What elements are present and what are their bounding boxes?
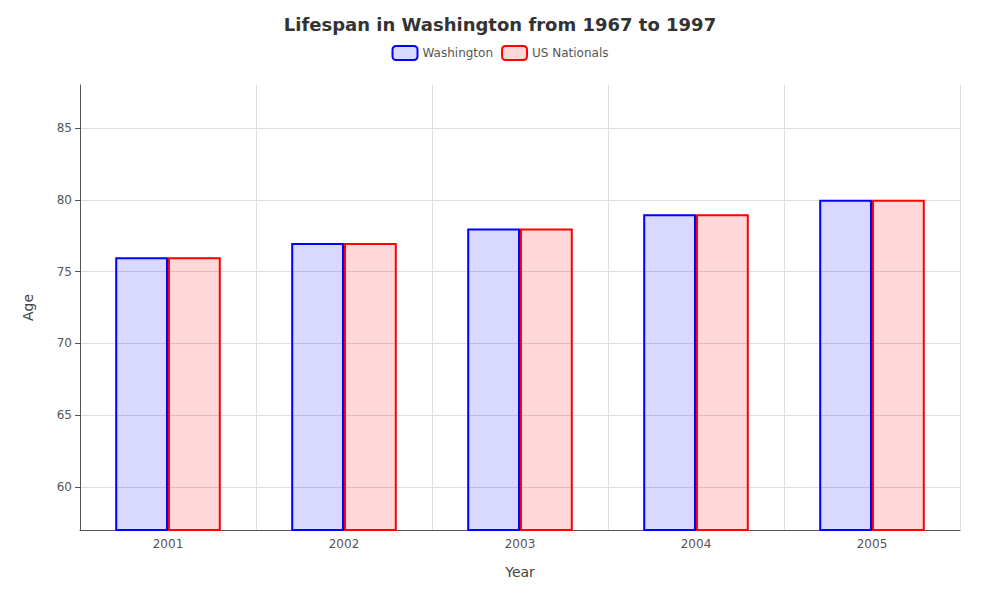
- svg-text:2002: 2002: [329, 537, 360, 551]
- svg-text:65: 65: [57, 408, 72, 422]
- svg-text:Lifespan in Washington from 19: Lifespan in Washington from 1967 to 1997: [284, 14, 716, 35]
- svg-text:70: 70: [57, 336, 72, 350]
- svg-text:80: 80: [57, 193, 72, 207]
- svg-text:60: 60: [57, 480, 72, 494]
- svg-text:2003: 2003: [505, 537, 536, 551]
- svg-text:75: 75: [57, 265, 72, 279]
- svg-text:85: 85: [57, 121, 72, 135]
- svg-text:Year: Year: [504, 564, 535, 580]
- svg-text:Washington: Washington: [423, 46, 494, 60]
- svg-text:2004: 2004: [681, 537, 712, 551]
- svg-text:2001: 2001: [153, 537, 184, 551]
- svg-text:Age: Age: [20, 294, 36, 321]
- svg-text:US Nationals: US Nationals: [532, 46, 608, 60]
- svg-text:2005: 2005: [857, 537, 888, 551]
